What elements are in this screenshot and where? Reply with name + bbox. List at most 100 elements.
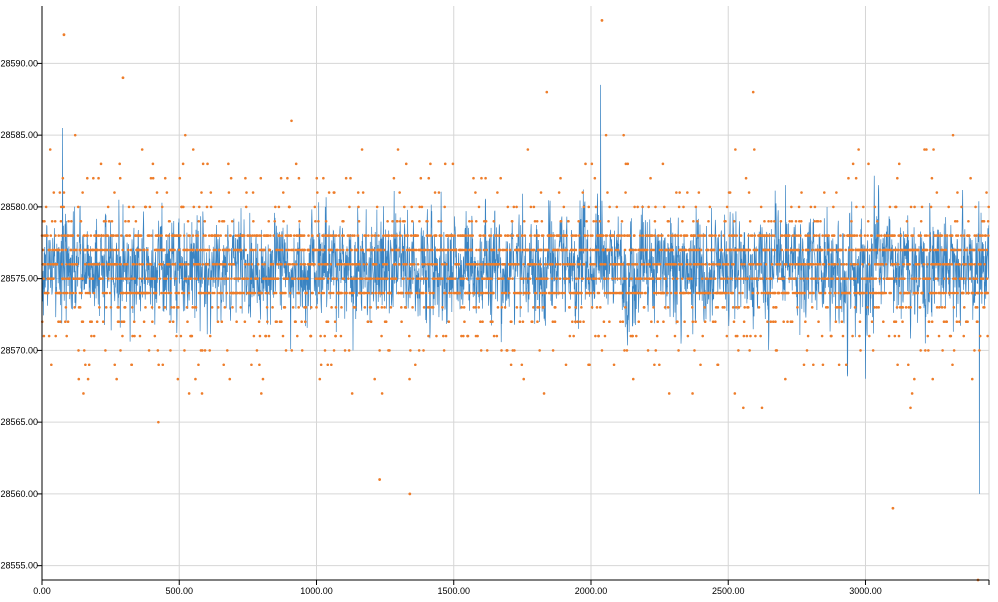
series-dot [276, 277, 280, 280]
series-dot [103, 248, 107, 252]
series-dot [361, 277, 364, 280]
series-dot [542, 306, 545, 309]
series-dot [202, 234, 205, 237]
series-dot [158, 277, 162, 280]
series-dot [380, 334, 383, 338]
series-dot [160, 234, 163, 237]
series-dot [151, 162, 155, 166]
series-dot [721, 277, 725, 280]
series-dot [980, 248, 983, 252]
series-dot [652, 248, 656, 252]
series-dot [302, 234, 306, 237]
series-dot [921, 291, 924, 295]
series-dot [208, 291, 212, 295]
series-dot [744, 176, 748, 180]
series-dot [897, 334, 901, 338]
series-dot [407, 248, 411, 252]
series-dot [80, 291, 83, 295]
series-dot [437, 219, 440, 223]
series-dot [340, 306, 343, 309]
series-dot [735, 234, 739, 237]
series-dot [227, 191, 231, 194]
series-dot [799, 234, 802, 237]
series-dot [788, 263, 792, 266]
series-dot [796, 234, 800, 237]
series-dot [555, 291, 558, 295]
series-dot [506, 234, 510, 237]
series-dot [654, 349, 658, 352]
series-dot [118, 277, 121, 280]
series-dot [782, 320, 785, 324]
series-dot [798, 263, 802, 266]
series-dot [121, 248, 124, 252]
series-dot [77, 377, 81, 381]
series-dot [938, 306, 941, 309]
series-dot [188, 234, 191, 237]
series-dot [386, 277, 389, 280]
series-dot [257, 320, 261, 324]
series-dot [485, 349, 489, 352]
series-dot [554, 306, 557, 309]
series-dot [910, 277, 914, 280]
series-dot [264, 291, 268, 295]
series-dot [854, 176, 858, 180]
series-dot [764, 248, 767, 252]
series-dot [691, 248, 695, 252]
series-dot [759, 263, 763, 266]
series-dot [716, 306, 720, 309]
series-dot [525, 291, 529, 295]
series-dot [985, 248, 989, 252]
series-dot [98, 306, 101, 309]
series-dot [772, 234, 776, 237]
series-dot [558, 263, 562, 266]
series-dot [113, 191, 116, 194]
series-dot [421, 263, 425, 266]
series-dot [602, 320, 606, 324]
series-dot [796, 306, 799, 309]
series-dot [168, 219, 171, 223]
series-dot [466, 291, 470, 295]
series-dot [773, 248, 777, 252]
series-dot [770, 263, 774, 266]
series-dot [870, 320, 874, 324]
series-dot [179, 234, 182, 237]
series-dot [601, 234, 605, 237]
series-dot [515, 306, 519, 309]
series-dot [200, 291, 204, 295]
series-dot [416, 234, 420, 237]
series-dot [955, 219, 959, 223]
series-dot [485, 248, 488, 252]
series-dot [760, 291, 764, 295]
series-dot [374, 291, 378, 295]
series-dot [483, 234, 487, 237]
series-dot [201, 263, 205, 266]
series-dot [225, 349, 229, 352]
series-dot [123, 306, 127, 309]
series-dot [294, 248, 298, 252]
series-dot [277, 263, 280, 266]
series-dot [450, 291, 453, 295]
series-dot [657, 234, 661, 237]
series-dot [545, 90, 549, 94]
series-dot [443, 162, 447, 166]
series-dot [956, 234, 960, 237]
series-dot [540, 219, 544, 223]
series-dot [91, 277, 95, 280]
series-dot [836, 263, 840, 266]
series-dot [379, 291, 382, 295]
series-dot [795, 234, 798, 237]
series-dot [557, 248, 560, 252]
series-dot [934, 248, 938, 252]
series-dot [85, 248, 88, 252]
series-dot [444, 248, 448, 252]
series-dot [818, 277, 821, 280]
series-dot [92, 334, 96, 338]
series-dot [735, 277, 738, 280]
series-dot [979, 234, 983, 237]
series-dot [73, 306, 76, 309]
x-tick-label: 1000.00 [300, 586, 333, 596]
series-dot [334, 334, 338, 338]
series-dot [678, 263, 682, 266]
series-dot [597, 277, 601, 280]
series-dot [845, 263, 848, 266]
